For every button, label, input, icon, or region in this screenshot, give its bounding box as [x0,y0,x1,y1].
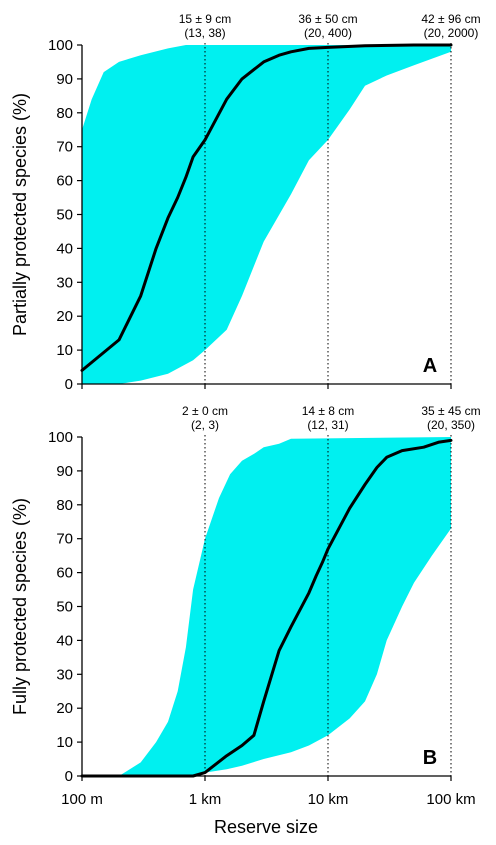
x-tick-labels: 100 m 1 km 10 km 100 km [61,791,475,808]
annotation-range: (20, 350) [427,418,475,432]
y-tick-label: 20 [56,700,73,717]
panel-letter: A [423,355,437,377]
panel-b: 2 ± 0 cm(2, 3) 14 ± 8 cm(12, 31) 35 ± 45 c… [10,404,481,785]
x-tick-label: 100 km [426,791,475,808]
y-tick-label: 80 [56,497,73,514]
y-tick-label: 60 [56,565,73,582]
y-axis-label: Partially protected species (%) [10,93,30,336]
y-axis-label: Fully protected species (%) [10,498,30,715]
y-tick-label: 80 [56,105,73,122]
annotation-range: (20, 2000) [424,26,479,40]
y-tick-label: 10 [56,734,73,751]
y-tick-label: 30 [56,274,73,291]
y-tick-label: 100 [48,429,73,446]
x-tick-label: 100 m [61,791,103,808]
confidence-band [82,437,451,776]
annotation-size: 15 ± 9 cm [179,12,232,26]
median-line [80,438,453,778]
y-tick-label: 50 [56,207,73,224]
x-axis-label: Reserve size [214,817,318,837]
y-tick-label: 10 [56,342,73,359]
annotation-size: 14 ± 8 cm [302,404,355,418]
y-tick-label: 40 [56,632,73,649]
y-tick-label: 70 [56,139,73,156]
x-tick-label: 1 km [189,791,222,808]
annotation-range: (20, 400) [304,26,352,40]
y-tick-label: 20 [56,308,73,325]
annotation-range: (2, 3) [191,418,219,432]
confidence-band [82,45,451,384]
panel-a: 15 ± 9 cm(13, 38) 36 ± 50 cm(20, 400) 42 ±… [10,12,481,393]
y-tick-label: 40 [56,240,73,257]
y-tick-label: 0 [65,768,73,785]
y-tick-label: 70 [56,531,73,548]
y-tick-label: 60 [56,173,73,190]
annotation-range: (12, 31) [307,418,348,432]
y-tick-label: 30 [56,666,73,683]
panel-letter: B [423,747,437,769]
y-tick-label: 90 [56,463,73,480]
annotation-size: 42 ± 96 cm [421,12,480,26]
y-tick-label: 0 [65,376,73,393]
y-tick-label: 90 [56,71,73,88]
annotation-size: 2 ± 0 cm [182,404,228,418]
annotation-size: 36 ± 50 cm [298,12,357,26]
y-tick-label: 100 [48,37,73,54]
x-tick-label: 10 km [308,791,349,808]
annotation-size: 35 ± 45 cm [421,404,480,418]
median-line [80,43,453,372]
y-tick-label: 50 [56,599,73,616]
annotation-range: (13, 38) [184,26,225,40]
